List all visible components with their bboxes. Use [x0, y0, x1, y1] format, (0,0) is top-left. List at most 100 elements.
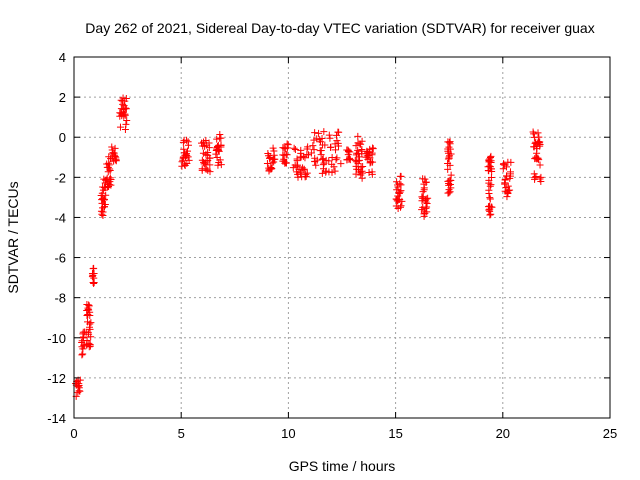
- x-axis-label: GPS time / hours: [289, 458, 396, 474]
- data-point: [99, 212, 107, 220]
- data-point: [487, 165, 495, 173]
- data-point: [326, 134, 334, 142]
- data-point: [369, 158, 377, 166]
- data-point: [122, 104, 130, 112]
- data-point: [305, 151, 313, 159]
- data-point: [368, 168, 376, 176]
- data-point: [501, 176, 509, 184]
- x-tick-label: 10: [281, 426, 295, 441]
- data-point: [122, 105, 130, 113]
- data-point: [318, 169, 326, 177]
- data-point: [354, 132, 362, 140]
- data-point: [422, 178, 430, 186]
- data-point: [421, 175, 429, 183]
- data-point: [300, 165, 308, 173]
- data-point: [486, 194, 494, 202]
- data-point: [486, 195, 494, 203]
- data-point: [325, 168, 333, 176]
- data-point: [217, 134, 225, 142]
- y-tick-label: -14: [47, 411, 66, 426]
- data-point: [346, 148, 354, 156]
- data-point: [420, 184, 428, 192]
- data-point: [536, 138, 544, 146]
- data-point: [328, 168, 336, 176]
- data-point: [330, 163, 338, 171]
- data-point: [299, 152, 307, 160]
- data-point: [204, 149, 212, 157]
- data-point: [214, 142, 222, 150]
- data-point: [90, 279, 98, 287]
- data-point: [319, 155, 327, 163]
- data-point: [529, 128, 537, 136]
- data-point: [503, 163, 511, 171]
- data-point: [534, 129, 542, 137]
- data-point: [501, 161, 509, 169]
- data-point: [335, 128, 343, 136]
- data-point: [86, 325, 94, 333]
- data-point: [312, 161, 320, 169]
- data-point: [90, 270, 98, 278]
- data-point: [121, 111, 129, 119]
- data-point: [106, 165, 114, 173]
- data-point: [486, 182, 494, 190]
- data-point: [535, 156, 543, 164]
- data-point: [424, 194, 432, 202]
- data-point: [488, 203, 496, 211]
- data-point: [202, 158, 210, 166]
- data-point: [365, 169, 373, 177]
- data-point: [358, 137, 366, 145]
- data-point: [337, 160, 345, 168]
- data-point: [293, 157, 301, 165]
- data-point: [101, 200, 109, 208]
- data-point: [445, 138, 453, 146]
- y-tick-label: -2: [54, 170, 66, 185]
- data-point: [536, 161, 544, 169]
- data-point: [269, 144, 277, 152]
- data-point: [446, 145, 454, 153]
- x-tick-label: 15: [388, 426, 402, 441]
- data-point: [106, 174, 114, 182]
- data-point: [531, 174, 539, 182]
- data-point: [446, 152, 454, 160]
- data-point: [284, 141, 292, 149]
- data-point: [75, 387, 83, 395]
- data-point: [397, 187, 405, 195]
- data-point: [311, 129, 319, 137]
- data-point: [76, 376, 84, 384]
- data-point: [107, 176, 115, 184]
- data-point: [267, 163, 275, 171]
- data-point: [122, 120, 130, 128]
- x-tick-label: 25: [603, 426, 617, 441]
- data-point: [444, 165, 452, 173]
- data-point: [318, 134, 326, 142]
- data-point: [331, 167, 339, 175]
- data-point: [290, 144, 298, 152]
- data-point: [447, 150, 455, 158]
- y-tick-label: 2: [59, 90, 66, 105]
- data-point: [112, 157, 120, 165]
- data-point: [184, 141, 192, 149]
- data-point: [446, 188, 454, 196]
- data-point: [283, 140, 291, 148]
- data-point: [303, 145, 311, 153]
- data-point: [87, 333, 95, 341]
- data-point: [111, 144, 119, 152]
- data-point: [352, 158, 360, 166]
- data-point: [102, 191, 110, 199]
- data-point: [333, 154, 341, 162]
- data-point: [268, 159, 276, 167]
- data-point: [530, 130, 538, 138]
- data-point: [206, 168, 214, 176]
- data-point: [507, 158, 515, 166]
- data-point: [445, 189, 453, 197]
- data-point: [78, 351, 86, 359]
- data-point: [206, 154, 214, 162]
- data-point: [333, 137, 341, 145]
- data-point: [358, 169, 366, 177]
- data-point: [180, 145, 188, 153]
- data-point: [487, 181, 495, 189]
- data-point: [184, 153, 192, 161]
- x-tick-label: 5: [178, 426, 185, 441]
- data-point: [85, 302, 93, 310]
